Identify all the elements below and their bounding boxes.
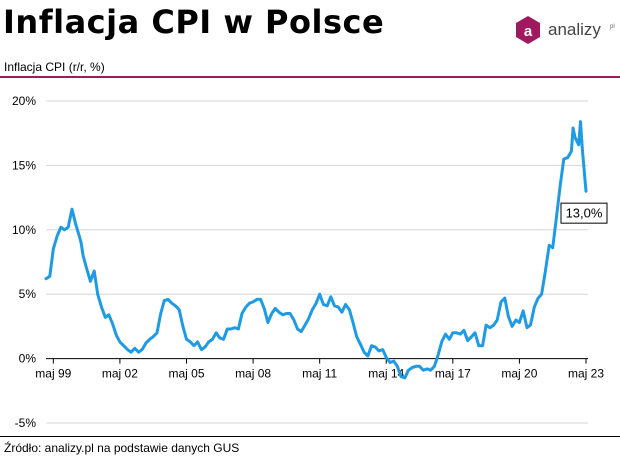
y-tick-label: 10%	[12, 223, 36, 237]
letter-a-hexagon-icon: a	[516, 16, 540, 44]
brand-logo[interactable]: a analizy pl	[512, 14, 616, 46]
x-tick-label: maj 14	[368, 367, 404, 381]
header-divider	[0, 76, 620, 78]
x-tick-label: maj 20	[501, 367, 537, 381]
logo-suffix: pl	[610, 24, 615, 30]
x-tick-label: maj 17	[435, 367, 471, 381]
logo-text: analizy	[548, 20, 601, 39]
grid-lines	[46, 100, 588, 424]
annotation-box	[560, 202, 608, 224]
inflation-line-chart: -5% 0% 5% 10% 15% 20% maj 99 maj 02 maj 05 maj 0…	[12, 94, 608, 430]
y-tick-label: 0%	[19, 352, 37, 366]
x-tick-label: maj 11	[302, 367, 337, 381]
x-tick-label: maj 08	[235, 367, 271, 381]
x-tick-label: maj 23	[568, 367, 604, 381]
annotation-layer: 13,0%	[560, 202, 608, 224]
x-tick-label: maj 99	[35, 367, 71, 381]
y-tick-label: -5%	[15, 416, 37, 430]
y-tick-label: 15%	[12, 158, 36, 172]
page-title: Inflacja CPI w Polsce	[3, 3, 385, 41]
footer-divider	[0, 436, 620, 437]
chart-ylabel: Inflacja CPI (r/r, %)	[4, 60, 105, 74]
annotation-label: 13,0%	[566, 206, 603, 221]
x-tick-label: maj 05	[168, 367, 204, 381]
source-note: Źródło: analizy.pl na podstawie danych G…	[4, 441, 240, 455]
y-tick-labels: -5% 0% 5% 10% 15% 20%	[12, 94, 36, 430]
series-layer	[44, 120, 588, 380]
series-line-cpi	[44, 120, 588, 380]
svg-text:a: a	[524, 23, 533, 40]
y-tick-label: 20%	[12, 94, 36, 108]
x-tick-label: maj 02	[102, 367, 138, 381]
y-tick-label: 5%	[19, 287, 37, 301]
x-tick-labels: maj 99 maj 02 maj 05 maj 08 maj 11 maj 14 maj …	[35, 367, 604, 381]
